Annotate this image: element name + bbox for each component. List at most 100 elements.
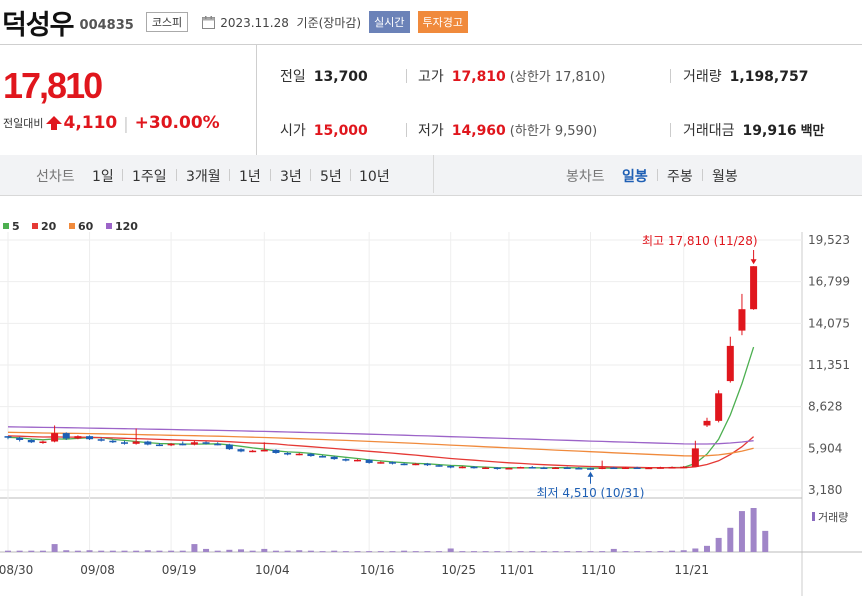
legend-label: 5 bbox=[12, 220, 20, 233]
volume-bar bbox=[86, 550, 93, 552]
candle-body bbox=[435, 465, 443, 467]
period-tab-1y[interactable]: 1년 bbox=[239, 169, 261, 185]
candle-body bbox=[493, 467, 501, 470]
change-percent: +30.00% bbox=[134, 113, 220, 133]
volume-bar bbox=[750, 508, 757, 552]
period-tab-10y[interactable]: 10년 bbox=[359, 169, 390, 185]
candle-body bbox=[482, 467, 490, 470]
candle-body bbox=[4, 436, 12, 438]
investment-warning-badge[interactable]: 투자경고 bbox=[417, 11, 468, 33]
volume-bar bbox=[354, 551, 361, 553]
period-tab-1w[interactable]: 1주일 bbox=[132, 169, 167, 185]
divider bbox=[176, 169, 177, 181]
ma-line-120 bbox=[7, 426, 754, 445]
volume-bar bbox=[680, 550, 687, 552]
volume-label: 거래량 bbox=[818, 511, 848, 524]
volume-bar bbox=[74, 550, 81, 552]
volume-bar bbox=[529, 551, 536, 553]
volume-bar bbox=[319, 551, 326, 553]
period-tab-5y[interactable]: 5년 bbox=[320, 169, 342, 185]
candle-body bbox=[214, 443, 222, 446]
period-tab-3y[interactable]: 3년 bbox=[280, 169, 302, 185]
date-tick-label: 11/10 bbox=[581, 563, 616, 577]
candle-body bbox=[715, 393, 723, 421]
period-tab-3m[interactable]: 3개월 bbox=[186, 169, 221, 185]
candle-body bbox=[528, 467, 536, 469]
volume-bar bbox=[494, 551, 501, 553]
tab-monthly-candle[interactable]: 월봉 bbox=[712, 169, 738, 185]
chart-legend: 5 20 60 120 bbox=[3, 220, 138, 233]
candle-body bbox=[284, 452, 292, 455]
candle-body bbox=[179, 443, 187, 446]
volume-bar bbox=[459, 551, 466, 553]
volume-bar bbox=[401, 550, 408, 552]
volume-bar bbox=[599, 551, 606, 553]
candle-body bbox=[738, 309, 746, 331]
volume-bar bbox=[645, 551, 652, 553]
candle-body bbox=[121, 442, 128, 444]
legend-swatch bbox=[106, 223, 112, 229]
open-price: 시가 15,000 bbox=[280, 123, 368, 139]
candle-body bbox=[342, 459, 350, 461]
volume-bar bbox=[5, 550, 11, 552]
candle-body bbox=[237, 449, 245, 452]
candle-body bbox=[330, 456, 338, 460]
volume-bar bbox=[482, 551, 489, 553]
period-tab-1d[interactable]: 1일 bbox=[92, 169, 114, 185]
line-chart-label: 선차트 bbox=[36, 169, 75, 185]
candle-body bbox=[202, 442, 210, 444]
volume-bar bbox=[622, 551, 629, 553]
volume-bar bbox=[331, 550, 338, 552]
volume-bar bbox=[424, 551, 431, 553]
volume-bar bbox=[762, 530, 769, 552]
candle-body bbox=[470, 466, 478, 469]
candle-body bbox=[633, 467, 641, 470]
volume-bar bbox=[63, 550, 70, 552]
candle-body bbox=[86, 436, 94, 440]
candle-body bbox=[621, 467, 629, 470]
max-price-arrow bbox=[750, 259, 757, 265]
volume-bar bbox=[564, 551, 571, 553]
high-price: 고가 17,810 (상한가 17,810) bbox=[418, 69, 606, 85]
candle-body bbox=[703, 420, 711, 426]
realtime-button[interactable]: 실시간 bbox=[369, 11, 410, 33]
candle-body bbox=[377, 462, 385, 464]
current-price-box: 17,810 전일대비 4,110 | +30.00% bbox=[0, 45, 257, 155]
legend-label: 120 bbox=[115, 220, 138, 233]
prev-close: 전일 13,700 bbox=[280, 69, 368, 85]
quote-date: 2023.11.28 기준(장마감) bbox=[220, 15, 362, 30]
candle-body bbox=[354, 459, 361, 462]
candle-body bbox=[680, 466, 688, 469]
tab-daily-candle[interactable]: 일봉 bbox=[622, 169, 648, 185]
volume-bar bbox=[669, 550, 676, 552]
candle-body bbox=[109, 440, 117, 443]
candle-body bbox=[167, 443, 175, 446]
volume-bar bbox=[179, 550, 186, 552]
candle-body bbox=[365, 459, 373, 463]
chart-toolbar: 선차트 1일 1주일 3개월 1년 3년 5년 10년 봉차트 일봉 주봉 월봉 bbox=[0, 155, 862, 196]
volume-bar bbox=[342, 551, 349, 553]
date-tick-label: 10/25 bbox=[441, 563, 476, 577]
price-tick-label: 8,628 bbox=[808, 400, 842, 414]
volume-bar bbox=[610, 548, 617, 552]
stock-code: 004835 bbox=[79, 17, 134, 33]
up-arrow-icon bbox=[46, 116, 63, 130]
tab-weekly-candle[interactable]: 주봉 bbox=[667, 169, 693, 185]
date-tick-label: 10/16 bbox=[360, 563, 395, 577]
volume-bar bbox=[156, 550, 163, 552]
price-tick-label: 14,075 bbox=[808, 316, 850, 330]
moving-average-lines bbox=[7, 346, 755, 469]
volume-bar bbox=[238, 549, 244, 552]
candle-body bbox=[552, 467, 560, 470]
candlestick-chart[interactable]: 5 20 60 120 19,523 16,799 14,075 11,351 8,628 5,… bbox=[0, 196, 862, 596]
volume-bar bbox=[412, 551, 419, 553]
volume-bar bbox=[587, 551, 594, 553]
volume-bar bbox=[109, 550, 116, 552]
date-tick-label: 09/19 bbox=[162, 563, 197, 577]
volume-bar bbox=[447, 548, 454, 552]
candle-body bbox=[260, 449, 268, 452]
divider bbox=[406, 69, 407, 83]
change-label: 전일대비 bbox=[3, 117, 44, 130]
candle-body bbox=[225, 444, 233, 450]
price-axis: 19,523 16,799 14,075 11,351 8,628 5,904 3,180 bbox=[808, 233, 850, 497]
